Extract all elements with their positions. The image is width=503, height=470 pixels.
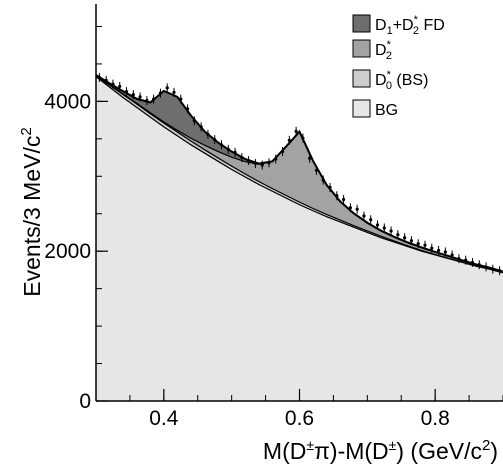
data-point bbox=[104, 75, 108, 85]
data-point bbox=[158, 88, 163, 98]
x-tick-label: 0.6 bbox=[285, 407, 314, 430]
x-tick-label: 0.4 bbox=[149, 407, 179, 430]
data-point bbox=[226, 144, 230, 154]
data-point bbox=[335, 191, 339, 201]
data-point bbox=[498, 266, 502, 276]
data-point bbox=[416, 239, 420, 249]
legend-swatch-fd bbox=[352, 14, 371, 33]
tick-labels: 0.4 0.6 0.8 0 2000 4000 bbox=[44, 90, 449, 430]
legend-swatch-d0 bbox=[352, 69, 371, 88]
data-point bbox=[145, 96, 149, 106]
data-point bbox=[423, 240, 427, 250]
data-point bbox=[280, 147, 285, 157]
data-point bbox=[267, 158, 271, 168]
data-point bbox=[430, 243, 434, 253]
data-point bbox=[443, 247, 447, 257]
data-point bbox=[124, 87, 129, 97]
y-tick-label: 0 bbox=[79, 390, 91, 413]
data-point bbox=[165, 83, 169, 93]
legend-label-d2: D* 2 bbox=[375, 39, 392, 62]
legend-label-d0: D* 0 (BS) bbox=[375, 69, 428, 92]
legend-swatch-d2 bbox=[352, 39, 371, 58]
legend-entry-d0: D* 0 (BS) bbox=[352, 69, 428, 92]
data-point bbox=[450, 250, 454, 260]
data-point bbox=[192, 116, 196, 126]
data-point bbox=[206, 129, 210, 139]
data-point bbox=[247, 156, 251, 166]
data-point bbox=[301, 133, 305, 143]
data-point bbox=[491, 264, 495, 274]
legend-label-bg: BG bbox=[375, 102, 398, 119]
data-point bbox=[362, 211, 366, 221]
data-point bbox=[274, 154, 278, 164]
area-bg bbox=[96, 76, 503, 401]
data-point bbox=[369, 215, 373, 225]
legend-swatch-bg bbox=[352, 99, 371, 118]
data-point bbox=[477, 260, 481, 270]
data-point bbox=[464, 255, 468, 265]
data-point bbox=[213, 135, 217, 145]
ticks bbox=[95, 25, 503, 402]
legend-label-fd: D1+D* 2 FD bbox=[375, 14, 445, 37]
data-point bbox=[348, 203, 352, 213]
legend: D1+D* 2 FD D* 2 D* 0 (BS) BG bbox=[352, 14, 445, 119]
data-point bbox=[328, 183, 332, 193]
data-point bbox=[396, 230, 400, 240]
data-point bbox=[436, 245, 441, 255]
y-tick-label: 2000 bbox=[44, 240, 91, 263]
data-point bbox=[341, 195, 346, 204]
data-point bbox=[131, 90, 135, 100]
data-point bbox=[219, 140, 224, 150]
data-point bbox=[308, 153, 312, 163]
data-point bbox=[111, 79, 115, 89]
y-tick-label: 4000 bbox=[44, 90, 91, 113]
x-tick-label: 0.8 bbox=[421, 407, 450, 430]
data-point bbox=[233, 147, 237, 157]
data-point bbox=[403, 233, 407, 243]
legend-entry-d2: D* 2 bbox=[352, 39, 392, 62]
data-point bbox=[389, 226, 393, 236]
data-point bbox=[470, 257, 475, 267]
data-point bbox=[375, 220, 380, 230]
data-point bbox=[253, 159, 258, 169]
legend-entry-bg: BG bbox=[352, 99, 398, 119]
data-point bbox=[355, 204, 359, 214]
data-point bbox=[240, 153, 244, 163]
data-point bbox=[314, 165, 319, 175]
legend-entry-fd: D1+D* 2 FD bbox=[352, 14, 445, 37]
data-point bbox=[97, 72, 101, 82]
data-point bbox=[409, 236, 414, 246]
line-bg bbox=[96, 76, 503, 274]
data-point bbox=[260, 160, 264, 170]
data-points bbox=[97, 72, 502, 276]
data-point bbox=[199, 122, 203, 132]
y-axis-label: Events/3 MeV/c2 bbox=[18, 127, 45, 296]
data-point bbox=[382, 223, 386, 233]
data-point bbox=[287, 135, 291, 145]
data-point bbox=[294, 126, 298, 136]
stacked-areas bbox=[96, 74, 503, 401]
line-d2 bbox=[96, 75, 503, 273]
data-point bbox=[185, 104, 190, 114]
data-point bbox=[118, 81, 122, 91]
data-point bbox=[172, 87, 176, 97]
x-axis-label: M(D±π)-M(D±) (GeV/c2) bbox=[263, 437, 498, 464]
data-point bbox=[321, 175, 325, 185]
data-point bbox=[138, 92, 142, 102]
data-point bbox=[457, 254, 461, 264]
data-point bbox=[484, 262, 488, 272]
data-point bbox=[179, 94, 183, 104]
data-point bbox=[152, 94, 156, 104]
